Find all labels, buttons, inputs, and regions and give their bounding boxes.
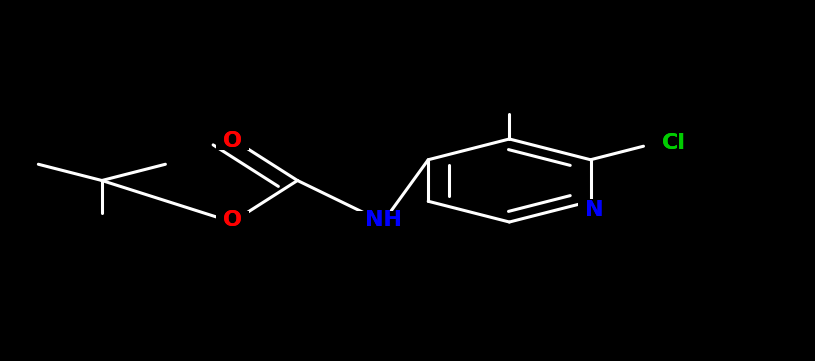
Text: O: O	[222, 131, 242, 151]
Text: N: N	[585, 200, 604, 220]
Text: O: O	[222, 210, 242, 230]
Text: O: O	[222, 210, 242, 230]
Text: NH: NH	[364, 210, 402, 230]
Text: N: N	[585, 200, 604, 220]
Text: NH: NH	[364, 210, 402, 230]
FancyBboxPatch shape	[216, 128, 249, 150]
Text: O: O	[222, 131, 242, 151]
FancyBboxPatch shape	[579, 199, 611, 221]
Text: Cl: Cl	[662, 133, 685, 153]
FancyBboxPatch shape	[216, 211, 249, 233]
Text: Cl: Cl	[662, 133, 685, 153]
FancyBboxPatch shape	[350, 211, 416, 233]
